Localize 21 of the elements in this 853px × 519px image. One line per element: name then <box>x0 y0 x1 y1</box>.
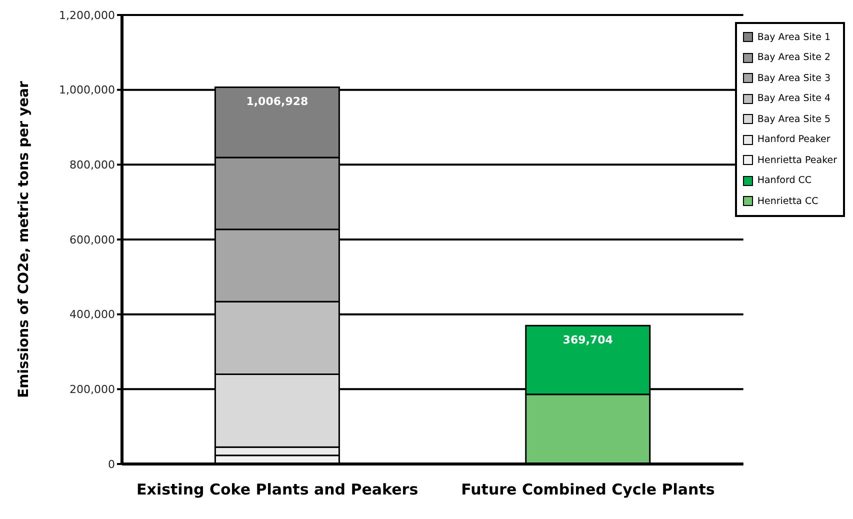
x-tick-label: Existing Coke Plants and Peakers <box>136 480 418 499</box>
legend-label: Bay Area Site 3 <box>757 72 830 84</box>
y-tick-label: 1,000,000 <box>59 84 115 97</box>
y-tick-label: 800,000 <box>70 158 115 172</box>
legend-label: Bay Area Site 4 <box>757 93 830 104</box>
y-tick-label: 400,000 <box>70 308 115 322</box>
legend-label: Bay Area Site 2 <box>757 52 830 64</box>
y-tick-label: 1,200,000 <box>59 8 115 22</box>
legend-label: Hanford Peaker <box>757 134 830 146</box>
y-axis-title: Emissions of CO2e, metric tons per year <box>16 81 32 398</box>
legend-label: Henrietta Peaker <box>757 154 837 166</box>
legend-label: Bay Area Site 1 <box>757 32 830 43</box>
y-tick-label: 0 <box>108 458 115 471</box>
legend-label: Henrietta CC <box>757 196 818 207</box>
total-label: 1,006,928 <box>246 95 308 108</box>
y-tick-label: 600,000 <box>70 233 115 246</box>
total-label: 369,704 <box>562 334 614 347</box>
legend-label: Bay Area Site 5 <box>757 114 830 125</box>
legend-label: Hanford CC <box>757 175 812 186</box>
x-tick-label: Future Combined Cycle Plants <box>461 480 715 499</box>
y-tick-label: 200,000 <box>70 383 115 396</box>
